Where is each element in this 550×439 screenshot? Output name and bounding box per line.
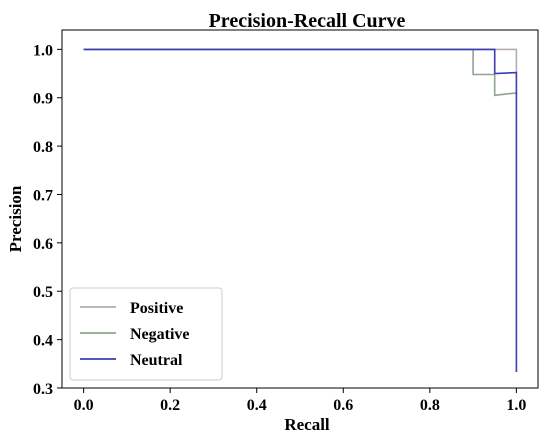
x-tick-label: 1.0 xyxy=(506,397,526,414)
x-tick-label: 0.8 xyxy=(420,397,440,414)
axis-ticks: 0.0 0.2 0.4 0.6 0.8 1.0 0.3 0.4 0.5 0.6 0.7 0.8 0.9 1… xyxy=(33,42,526,414)
legend: Positive Negative Neutral xyxy=(69,287,223,381)
y-tick-label: 0.7 xyxy=(33,187,53,204)
chart-title: Precision-Recall Curve xyxy=(209,10,406,32)
y-tick-label: 0.6 xyxy=(33,236,53,253)
y-tick-label: 1.0 xyxy=(33,42,53,59)
legend-label-positive: Positive xyxy=(130,300,183,317)
y-axis-label: Precision xyxy=(6,185,25,252)
legend-box xyxy=(69,287,223,381)
x-tick-label: 0.4 xyxy=(247,397,267,414)
legend-label-neutral: Neutral xyxy=(130,352,183,369)
series-line-negative xyxy=(83,48,518,97)
y-tick-label: 0.8 xyxy=(33,139,53,156)
y-tick-label: 0.9 xyxy=(33,91,53,108)
y-tick-label: 0.5 xyxy=(33,284,53,301)
series-line-positive xyxy=(83,48,518,74)
series-group xyxy=(83,48,518,372)
y-tick-label: 0.3 xyxy=(33,381,53,398)
x-tick-label: 0.6 xyxy=(333,397,353,414)
plot-frame xyxy=(61,29,539,389)
series-line-neutral xyxy=(83,48,518,372)
x-tick-label: 0.0 xyxy=(74,397,94,414)
y-tick-label: 0.4 xyxy=(33,333,53,350)
legend-label-negative: Negative xyxy=(130,326,190,343)
x-axis-label: Recall xyxy=(284,415,330,434)
x-tick-label: 0.2 xyxy=(160,397,180,414)
